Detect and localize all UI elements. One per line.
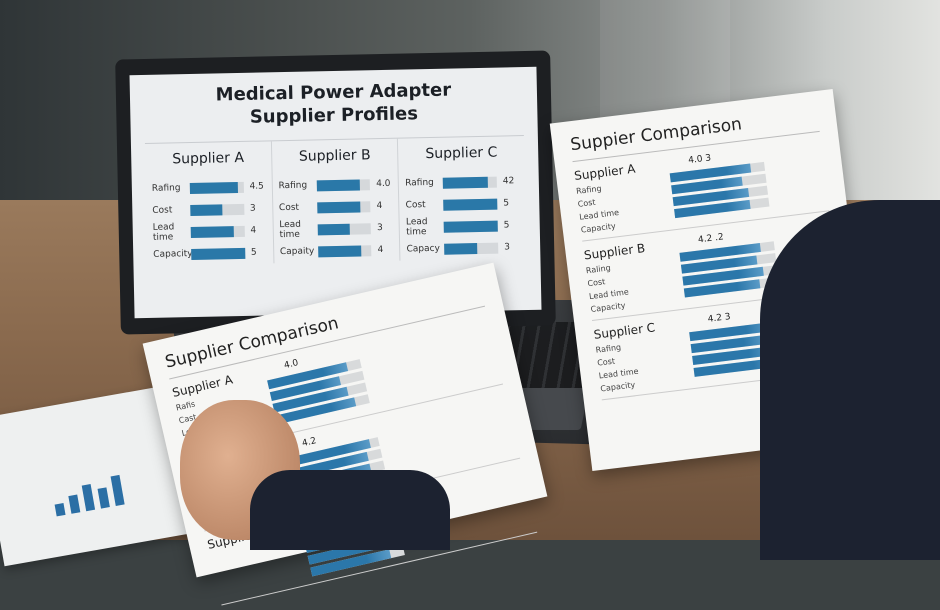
metric-value: 5 bbox=[503, 220, 510, 231]
metric-bar-track bbox=[443, 198, 498, 211]
metric-bar-track bbox=[443, 220, 498, 233]
supplier-column: Supplier A Rafing 4.5 Cost 3 Lead time 4 Capaci… bbox=[144, 141, 275, 266]
metric-bar bbox=[317, 223, 350, 235]
metric-value: 5 bbox=[250, 247, 257, 258]
metric-row: Lead time 4 bbox=[153, 219, 267, 243]
metric-bar bbox=[443, 176, 489, 189]
metric-row: Rafing 4.5 bbox=[152, 175, 266, 199]
metric-label: Cost bbox=[152, 205, 173, 216]
metric-bar-track bbox=[444, 242, 499, 255]
section-bars: 4.0 3 bbox=[668, 140, 829, 225]
metric-bar bbox=[443, 198, 498, 211]
metric-bar bbox=[189, 181, 239, 194]
supplier-name: Supplier C bbox=[425, 144, 498, 163]
mini-chart-bar bbox=[81, 484, 96, 512]
section-labels: Supplier C Rafing Cost Lead time Capacity bbox=[593, 317, 695, 395]
metric-row: Rafing 42 bbox=[405, 170, 519, 194]
metric-row: Cost 3 bbox=[152, 197, 266, 221]
metric-value: 4 bbox=[377, 245, 384, 256]
metric-row: Cost 4 bbox=[279, 195, 393, 219]
metric-value: 3 bbox=[376, 223, 383, 234]
metric-label: Capaity bbox=[279, 246, 315, 258]
mini-chart-bar bbox=[110, 474, 125, 506]
metric-row: Lead time 3 bbox=[279, 217, 393, 241]
metric-bar bbox=[191, 247, 246, 260]
metric-value: 3 bbox=[504, 242, 511, 253]
metric-bar-track bbox=[189, 181, 244, 194]
metric-value: 4.5 bbox=[249, 181, 264, 192]
section-labels: Supplier A Rafing Cost Lead time Capacity bbox=[573, 159, 676, 237]
metric-bar-track bbox=[317, 222, 372, 235]
metric-bar bbox=[190, 203, 223, 216]
mini-chart-bar bbox=[54, 503, 66, 517]
metric-value: 4 bbox=[250, 225, 257, 236]
metric-bar-track bbox=[190, 225, 245, 238]
metric-value: 4 bbox=[376, 201, 383, 212]
supplier-column: Supplier C Rafing 42 Cost 5 Lead time 5 Capacy 3 bbox=[398, 136, 526, 261]
metric-label: Lead time bbox=[405, 217, 428, 238]
metric-label: Lead time bbox=[152, 222, 175, 243]
mini-chart-bar bbox=[68, 494, 81, 514]
metric-bar bbox=[316, 178, 360, 191]
metric-bar bbox=[443, 220, 498, 233]
metric-bar bbox=[444, 242, 477, 255]
mini-chart-bar bbox=[97, 487, 110, 509]
supplier-column: Supplier B Rafing 4.0 Cost 4 Lead time 3 Capait… bbox=[271, 138, 401, 264]
metric-row: Capacity 5 bbox=[153, 241, 267, 265]
metric-row: Rafing 4.0 bbox=[278, 173, 392, 197]
supplier-columns: Supplier A Rafing 4.5 Cost 3 Lead time 4 Capaci… bbox=[144, 135, 527, 266]
metric-row: Capacy 3 bbox=[406, 236, 520, 260]
metric-bar-track bbox=[317, 244, 372, 257]
metric-label: Lead time bbox=[279, 219, 302, 241]
metric-row: Lead time 5 bbox=[406, 214, 520, 238]
metric-label: Rafing bbox=[278, 180, 308, 192]
metric-bar-track bbox=[191, 247, 246, 260]
metric-bar bbox=[316, 200, 361, 213]
metric-label: Capacity bbox=[153, 249, 193, 260]
metric-value: 4.0 bbox=[376, 178, 391, 190]
metric-bar-track bbox=[316, 200, 371, 213]
metric-value: 5 bbox=[503, 198, 510, 209]
right-sleeve bbox=[760, 200, 940, 560]
metric-bar-track bbox=[443, 176, 497, 189]
metric-label: Capacy bbox=[406, 243, 440, 255]
metric-bar bbox=[317, 244, 361, 257]
metric-label: Cost bbox=[278, 202, 300, 214]
metric-row: Cost 5 bbox=[405, 192, 519, 216]
metric-row: Capaity 4 bbox=[280, 239, 394, 263]
metric-bar-track bbox=[316, 178, 371, 191]
metric-bar bbox=[190, 225, 234, 238]
metric-label: Rafing bbox=[405, 177, 434, 189]
metric-bar-track bbox=[190, 203, 245, 216]
metric-value: 3 bbox=[249, 203, 256, 214]
metric-label: Cost bbox=[405, 200, 426, 211]
screen-title: Medical Power Adapter Supplier Profiles bbox=[144, 77, 524, 131]
section-labels: Supplier B Raling Cost Lead time Capacity bbox=[583, 238, 685, 316]
supplier-name: Supplier B bbox=[298, 147, 371, 165]
metric-label: Rafing bbox=[151, 183, 181, 194]
supplier-name: Supplier A bbox=[172, 149, 245, 168]
metric-value: 42 bbox=[502, 176, 515, 187]
left-sleeve bbox=[250, 470, 450, 550]
